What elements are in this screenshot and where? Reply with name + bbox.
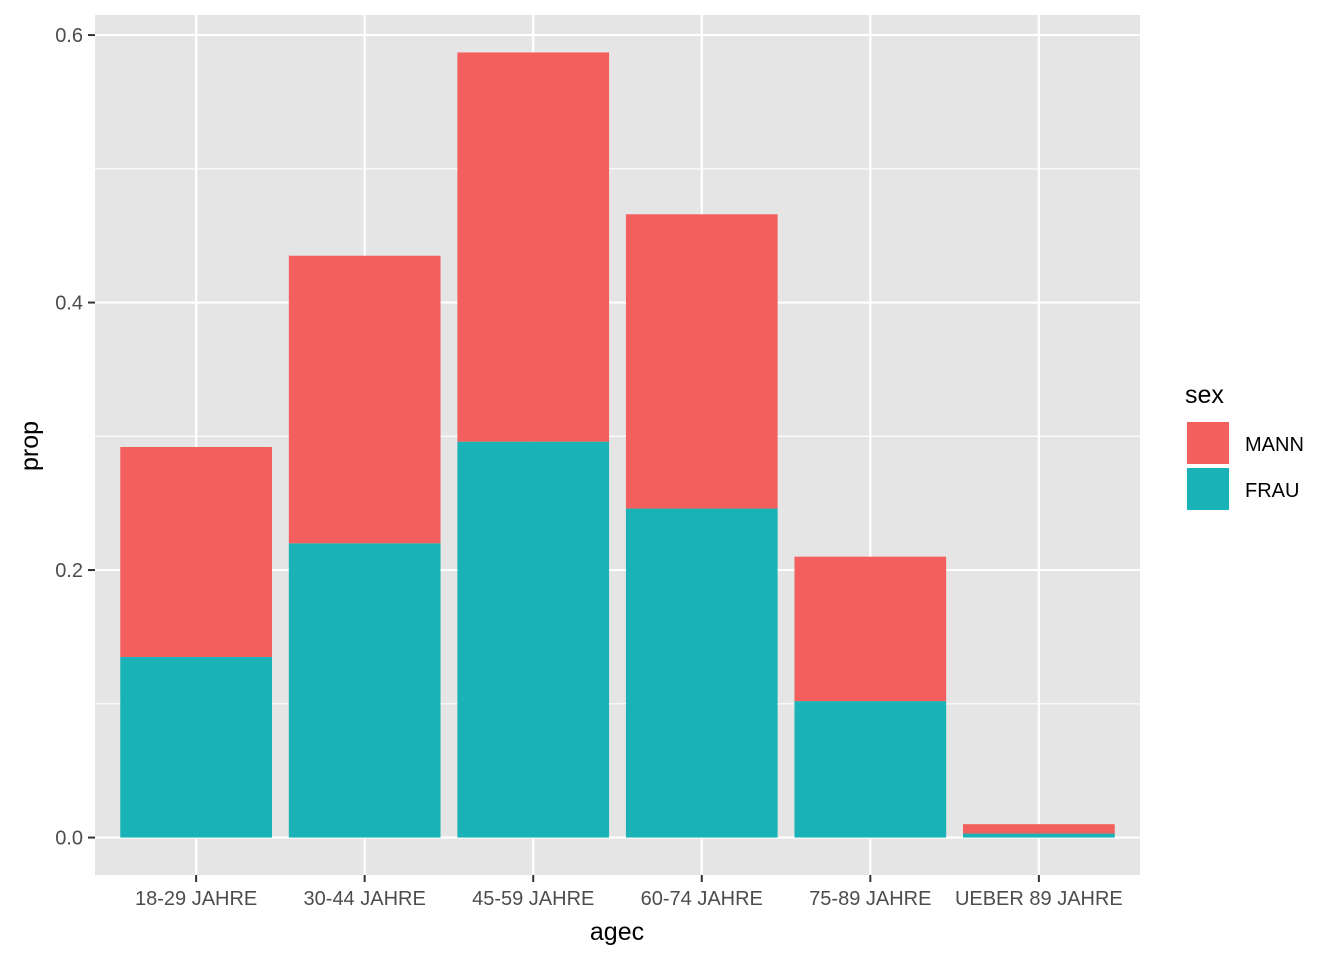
y-tick-label: 0.0 [55,828,83,850]
bar-mann-2 [288,255,441,544]
legend-key-mann [1187,422,1229,464]
bar-frau-4 [625,508,778,838]
y-axis: 0.0 0.2 0.4 0.6 [55,25,95,850]
x-axis: 18-29 JAHRE 30-44 JAHRE 45-59 JAHRE 60-74 J… [135,875,1123,910]
x-tick-label: 45-59 JAHRE [472,888,594,910]
bar-frau-1 [120,656,272,838]
bar-mann-4 [625,214,778,509]
y-tick-label: 0.6 [55,25,83,47]
legend-label-frau: FRAU [1245,480,1299,502]
x-tick-label: 30-44 JAHRE [304,888,426,910]
bar-mann-3 [457,52,610,442]
bar-mann-1 [120,447,272,657]
y-tick-label: 0.2 [55,560,83,582]
bar-mann-5 [794,556,947,702]
legend: sex MANN FRAU [1185,381,1304,510]
y-axis-title: prop [16,421,44,471]
bar-mann-6 [963,824,1115,834]
x-tick-label: 75-89 JAHRE [809,888,931,910]
bar-frau-5 [794,701,947,838]
x-tick-label: 18-29 JAHRE [135,888,257,910]
y-tick-label: 0.4 [55,293,83,315]
legend-label-mann: MANN [1245,434,1304,456]
x-tick-label: UEBER 89 JAHRE [955,888,1123,910]
bar-frau-6 [963,833,1115,838]
bars [120,52,1115,838]
x-tick-label: 60-74 JAHRE [641,888,763,910]
x-axis-title: agec [590,918,644,946]
bar-frau-3 [457,441,610,838]
legend-title: sex [1185,381,1224,409]
bar-frau-2 [288,543,441,838]
legend-key-frau [1187,468,1229,510]
